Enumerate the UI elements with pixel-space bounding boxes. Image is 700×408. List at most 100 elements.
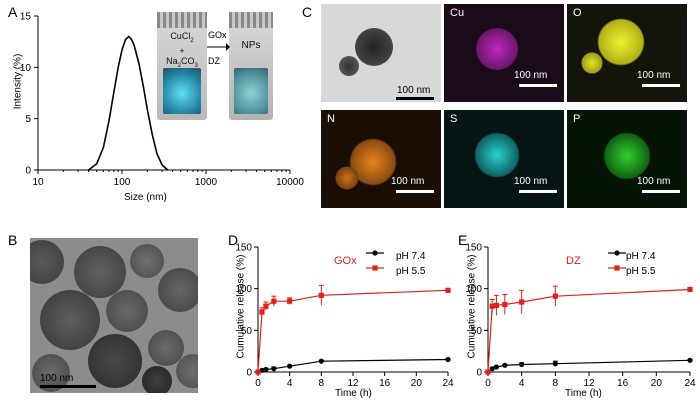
chart-e-series-1-point <box>502 301 508 308</box>
chart-d-legend-1: pH 7.4 <box>396 251 426 262</box>
panel-label-a: A <box>8 4 18 20</box>
eds-tile-n: N 100 nm <box>321 110 441 208</box>
eds-scale-3: 100 nm <box>391 176 425 187</box>
chart-e-xtick-label: 24 <box>684 378 696 389</box>
chart-e-ytick-label: 50 <box>471 326 483 337</box>
arrow-top-label: GOx <box>208 30 227 40</box>
chart-d-series-1-point <box>263 303 269 309</box>
eds-element-s: S <box>450 113 458 125</box>
eds-scale-4: 100 nm <box>514 176 548 187</box>
chart-e-ytick-label: 0 <box>476 368 482 379</box>
chart-a-series-line <box>88 35 169 171</box>
chart-a-xtick-label: 10 <box>32 177 44 188</box>
chart-e-xtick-label: 8 <box>553 378 559 389</box>
chart-d-ytick-label: 100 <box>235 284 252 295</box>
panel-label-e: E <box>458 232 468 248</box>
panel-label-d: D <box>228 232 239 248</box>
chart-e-series-0-point <box>687 357 693 363</box>
eds-tile-cu: Cu 100 nm <box>444 4 564 102</box>
chart-e-series-0-point <box>493 364 500 370</box>
tem-image: 100 nm <box>30 238 198 393</box>
chart-e-ylabel: Cumulative release (%) <box>466 254 478 359</box>
eds-scale-1: 100 nm <box>514 70 548 81</box>
tem-scale-label: 100 nm <box>40 373 74 384</box>
chart-e-legend-2: pH 5.5 <box>626 266 656 277</box>
chart-d-series-1-point <box>271 298 277 304</box>
chart-d-series-0-point <box>445 356 451 363</box>
chart-d-ytick-label: 50 <box>241 326 253 337</box>
chart-e-legend-marker-1 <box>614 265 620 271</box>
chart-e-series-0-point <box>552 361 558 367</box>
chart-e-xtick-label: 16 <box>617 378 629 389</box>
chart-a-ytick-label: 10 <box>20 63 32 74</box>
chart-e-series-1-point <box>687 286 693 293</box>
eds-scale-5: 100 nm <box>637 176 671 187</box>
chart-e-title: DZ <box>566 255 581 267</box>
arrow-bottom-label: DZ <box>208 56 220 66</box>
chart-d-ytick-label: 150 <box>235 243 252 254</box>
vial-photo-left: CuCl2 + Na2CO3 <box>157 12 207 120</box>
vial-right-label: NPs <box>241 40 261 51</box>
chart-e-ytick-label: 150 <box>465 243 482 254</box>
chart-d-xtick-label: 0 <box>255 378 261 389</box>
chart-e-xlabel: Time (h) <box>565 388 602 399</box>
chart-e-series-1-point <box>519 299 525 305</box>
vial-left-text-3: CO <box>181 55 195 66</box>
chart-e-series-0-line <box>487 359 691 373</box>
chart-d-series-0-point <box>318 358 324 364</box>
chart-e-xtick-label: 12 <box>583 378 595 389</box>
eds-element-cu: Cu <box>450 7 465 19</box>
chart-e-legend-1: pH 7.4 <box>626 251 656 262</box>
chart-d-series-1-point <box>318 292 324 298</box>
eds-tile-o: O 100 nm <box>567 4 687 102</box>
chart-e-series-1-point <box>489 303 495 309</box>
chart-d-series-1-point <box>287 298 293 304</box>
vial-left-plus: + <box>179 45 185 56</box>
chart-a-ytick-label: 15 <box>20 12 32 23</box>
chart-d-ylabel: Cumulative release (%) <box>235 254 247 359</box>
chart-d-xlabel: Time (h) <box>335 388 372 399</box>
eds-element-o: O <box>573 7 582 19</box>
chart-e-series-0-point <box>502 362 508 368</box>
arrow-icon <box>207 43 230 51</box>
chart-d-legend-2: pH 5.5 <box>396 266 426 277</box>
chart-d-xtick-label: 16 <box>379 378 391 389</box>
chart-e-ytick-label: 100 <box>465 284 482 295</box>
vial-left-sub-3: 3 <box>194 62 198 69</box>
chart-d-xtick-label: 24 <box>442 378 454 389</box>
chart-e-series-1-point <box>493 302 500 308</box>
chart-e-series-0-point <box>489 366 495 372</box>
chart-d-xtick-label: 4 <box>287 378 293 389</box>
chart-e-legend-marker-0 <box>614 250 620 256</box>
eds-element-p: P <box>573 113 581 125</box>
eds-scale-2: 100 nm <box>637 70 671 81</box>
chart-d-series-0-point <box>263 366 269 373</box>
chart-a-xtick-label: 1000 <box>195 177 218 188</box>
chart-d-series-1-point <box>259 309 265 315</box>
vial-left-sub-1: 2 <box>190 37 194 44</box>
panel-label-b: B <box>8 232 18 248</box>
eds-tile-s: S 100 nm <box>444 110 564 208</box>
eds-tile-bright-field: 100 nm <box>321 4 441 102</box>
vial-left-sub-2: 2 <box>177 62 181 69</box>
chart-d-series-0-line <box>257 358 449 373</box>
panel-label-c: C <box>302 4 313 20</box>
eds-tile-p: P 100 nm <box>567 110 687 208</box>
chart-d-ytick-label: 0 <box>246 368 252 379</box>
chart-a-xtick-label: 10000 <box>276 177 304 188</box>
chart-a-ytick-label: 5 <box>25 114 31 125</box>
chart-d-legend-marker-1 <box>372 265 378 271</box>
eds-scale-0: 100 nm <box>397 85 431 96</box>
chart-d-xtick-label: 8 <box>319 378 325 389</box>
chart-e-xtick-label: 4 <box>519 378 525 389</box>
chart-d-title: GOx <box>334 255 357 267</box>
chart-d-series-0-point <box>271 366 277 372</box>
chart-e-series-1-point <box>552 293 558 299</box>
chart-d-series-1-point <box>445 287 451 293</box>
chart-e-xtick-label: 0 <box>485 378 491 389</box>
chart-e-series-0-point <box>519 361 525 368</box>
chart-e-series-1-point <box>485 369 491 375</box>
chart-d-xtick-label: 20 <box>411 378 423 389</box>
chart-a-xtick-label: 100 <box>114 177 131 188</box>
